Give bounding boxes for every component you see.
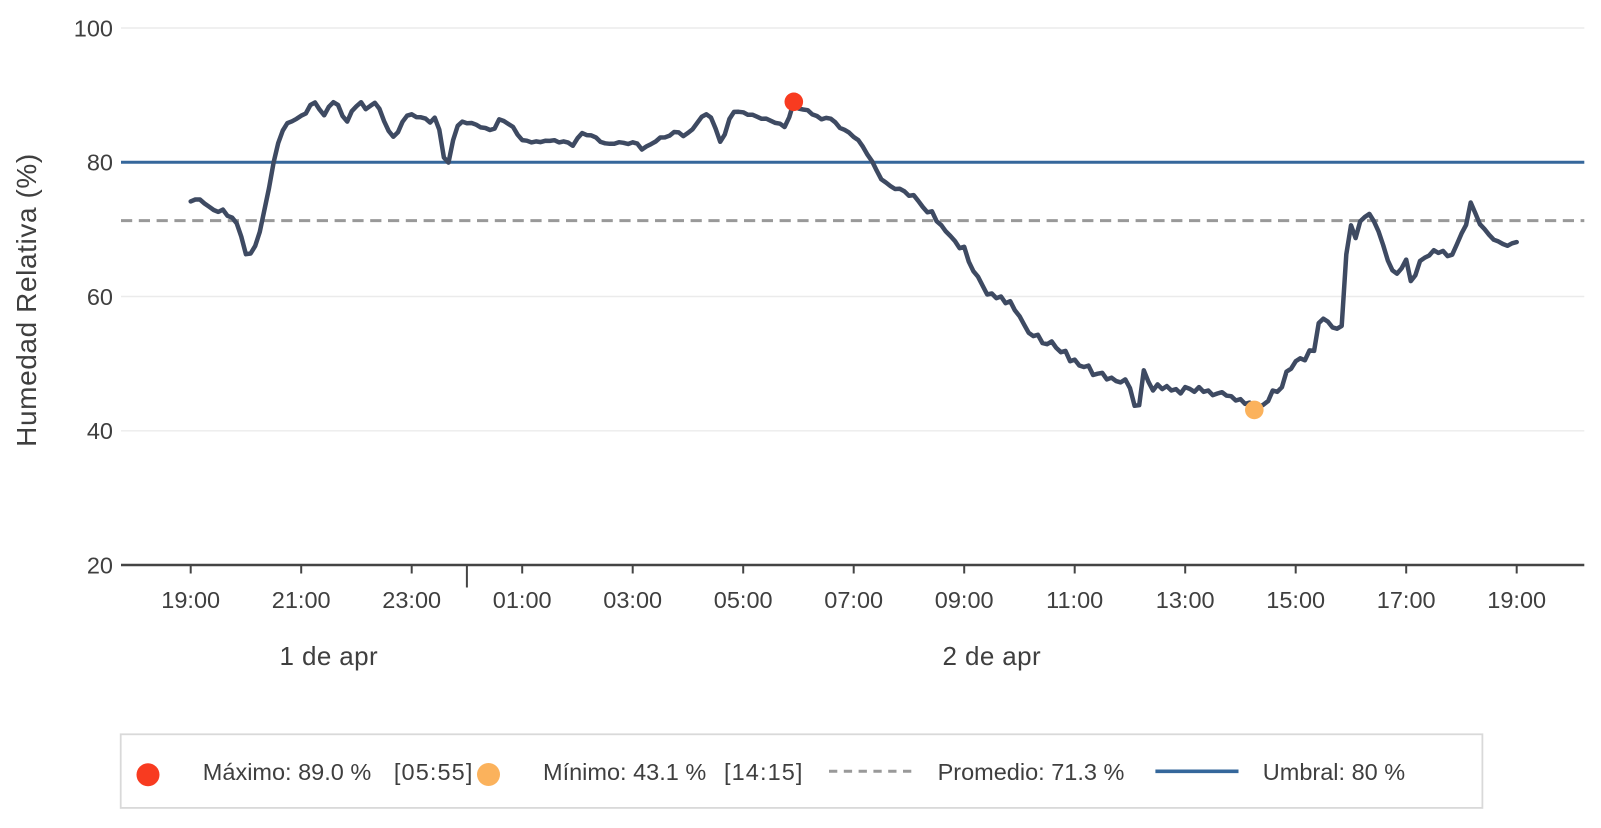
svg-text:1 de apr: 1 de apr bbox=[279, 641, 378, 671]
svg-text:15:00: 15:00 bbox=[1266, 587, 1325, 613]
svg-text:2 de apr: 2 de apr bbox=[942, 641, 1041, 671]
svg-text:60: 60 bbox=[87, 284, 113, 310]
svg-text:03:00: 03:00 bbox=[603, 587, 662, 613]
svg-text:13:00: 13:00 bbox=[1156, 587, 1215, 613]
svg-text:40: 40 bbox=[87, 418, 113, 444]
svg-text:80: 80 bbox=[87, 150, 113, 176]
svg-text:23:00: 23:00 bbox=[382, 587, 441, 613]
svg-text:19:00: 19:00 bbox=[1487, 587, 1546, 613]
svg-text:17:00: 17:00 bbox=[1377, 587, 1436, 613]
svg-text:21:00: 21:00 bbox=[272, 587, 331, 613]
svg-text:09:00: 09:00 bbox=[935, 587, 994, 613]
svg-text:05:00: 05:00 bbox=[714, 587, 773, 613]
svg-text:Mínimo: 43.1 %: Mínimo: 43.1 % bbox=[543, 759, 706, 785]
svg-text:07:00: 07:00 bbox=[824, 587, 883, 613]
svg-text:20: 20 bbox=[87, 552, 113, 578]
svg-text:11:00: 11:00 bbox=[1046, 587, 1103, 613]
svg-text:[05:55]: [05:55] bbox=[394, 759, 474, 785]
svg-text:Humedad Relativa (%): Humedad Relativa (%) bbox=[11, 153, 42, 447]
svg-text:100: 100 bbox=[74, 15, 113, 41]
svg-text:Máximo: 89.0 %: Máximo: 89.0 % bbox=[203, 759, 372, 785]
svg-text:19:00: 19:00 bbox=[161, 587, 220, 613]
svg-text:[14:15]: [14:15] bbox=[724, 759, 804, 785]
svg-text:Promedio: 71.3 %: Promedio: 71.3 % bbox=[938, 759, 1125, 785]
svg-text:Umbral: 80 %: Umbral: 80 % bbox=[1263, 759, 1405, 785]
svg-text:01:00: 01:00 bbox=[493, 587, 552, 613]
